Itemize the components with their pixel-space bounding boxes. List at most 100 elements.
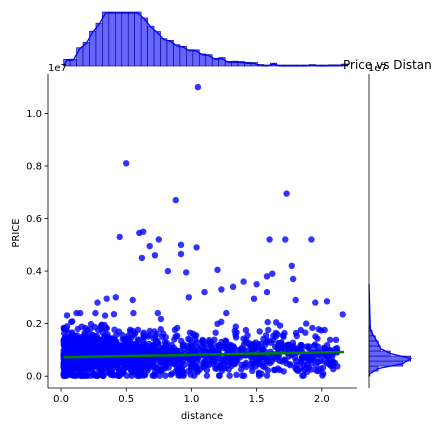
scatter-point bbox=[274, 331, 281, 338]
scatter-point bbox=[240, 341, 248, 348]
scatter-point bbox=[323, 352, 330, 359]
scatter-point bbox=[135, 336, 142, 343]
marginal-x-bar bbox=[173, 44, 181, 67]
scatter-point bbox=[128, 366, 135, 374]
marginal-x-bar bbox=[153, 31, 161, 67]
scatter-point bbox=[130, 345, 137, 352]
scatter-point bbox=[198, 348, 205, 355]
scatter-point bbox=[84, 335, 91, 343]
marginal-x-bar bbox=[166, 39, 174, 67]
scatter-point bbox=[264, 367, 272, 374]
scatter-point bbox=[314, 335, 321, 342]
marginal-y-bar bbox=[368, 345, 381, 352]
scatter-point bbox=[227, 341, 234, 349]
y-tick-label: 0.2 bbox=[26, 319, 42, 330]
scatter-point bbox=[83, 372, 90, 379]
y-tick-label: 0.0 bbox=[26, 372, 42, 383]
scatter-point bbox=[258, 370, 265, 377]
scatter-point bbox=[82, 357, 89, 365]
scatter-point bbox=[156, 372, 163, 379]
scatter-point bbox=[193, 339, 201, 346]
scatter-point bbox=[226, 372, 233, 379]
scatter-point bbox=[212, 329, 219, 336]
y-tick-label: 0.6 bbox=[26, 214, 42, 225]
scatter-point bbox=[123, 160, 130, 167]
marginal-x-bar bbox=[179, 45, 187, 67]
scatter-point bbox=[269, 337, 277, 344]
scatter-point bbox=[108, 335, 116, 342]
scatter-point bbox=[331, 359, 339, 366]
marginal-x-bar bbox=[108, 11, 116, 67]
scatter-point bbox=[274, 353, 281, 360]
scatter-point bbox=[297, 359, 305, 366]
scatter-point bbox=[201, 357, 208, 365]
scatter-point bbox=[99, 329, 107, 336]
scatter-point bbox=[223, 309, 230, 317]
y-tick-label: 0.8 bbox=[26, 161, 42, 172]
marginal-histogram-top bbox=[63, 11, 349, 67]
scatter-point bbox=[61, 358, 69, 365]
scatter-point bbox=[211, 336, 218, 343]
scatter-point bbox=[194, 83, 202, 91]
marginal-histogram-right bbox=[368, 74, 413, 388]
scatter-point bbox=[174, 324, 181, 332]
scatter-point bbox=[260, 335, 267, 343]
scatter-point bbox=[168, 370, 176, 377]
scatter-point bbox=[185, 294, 192, 301]
y-tick-label: 1.0 bbox=[26, 109, 42, 120]
scatter-point bbox=[250, 295, 258, 302]
scatter-point bbox=[200, 340, 207, 347]
scatter-point bbox=[157, 326, 164, 333]
scatter-point bbox=[240, 278, 247, 285]
scatter-point bbox=[288, 262, 295, 269]
scatter-point bbox=[157, 315, 165, 323]
marginal-y-kde bbox=[368, 284, 413, 377]
scatter-point bbox=[78, 323, 85, 330]
scatter-point bbox=[102, 348, 109, 356]
scatter-point bbox=[284, 341, 292, 349]
scatter-point bbox=[108, 362, 115, 369]
scatter-point bbox=[175, 365, 183, 372]
scatter-point bbox=[177, 250, 185, 258]
scatter-point bbox=[126, 338, 133, 345]
scatter-point bbox=[228, 362, 235, 369]
scatter-point bbox=[151, 252, 159, 259]
scatter-point bbox=[310, 342, 318, 349]
scatter-point bbox=[263, 358, 271, 365]
scatter-point bbox=[177, 241, 185, 248]
scatter-point bbox=[97, 360, 104, 367]
marginal-y-bar bbox=[368, 365, 379, 372]
scatter-point bbox=[145, 340, 153, 347]
scatter-point bbox=[177, 359, 184, 366]
marginal-x-bar bbox=[160, 38, 168, 67]
axes: 0.0 0.5 1.0 1.5 2.0 0.0 0.2 0.4 0.6 0.8 1.0 bbox=[26, 74, 357, 405]
scatter-points bbox=[60, 83, 346, 379]
scatter-point bbox=[116, 233, 123, 241]
scatter-point bbox=[114, 347, 121, 354]
scatter-point bbox=[287, 362, 294, 369]
scatter-point bbox=[210, 347, 217, 354]
scatter-point bbox=[60, 325, 68, 333]
scatter-point bbox=[188, 340, 195, 347]
scatter-point bbox=[122, 361, 129, 368]
scatter-point bbox=[63, 312, 71, 319]
scatter-point bbox=[308, 236, 315, 243]
scatter-point bbox=[305, 343, 313, 350]
x-tick-label: 0.0 bbox=[53, 394, 69, 405]
scatter-point bbox=[170, 359, 177, 366]
scatter-point bbox=[234, 346, 242, 354]
regression-line bbox=[63, 350, 344, 359]
scatter-point bbox=[216, 372, 223, 379]
scatter-point bbox=[150, 335, 157, 342]
scatter-point bbox=[103, 324, 111, 332]
y-tick-label: 0.4 bbox=[26, 267, 42, 278]
chart-title: Price vs Distan bbox=[343, 58, 432, 72]
scatter-point bbox=[312, 299, 319, 306]
scatter-point bbox=[130, 309, 137, 317]
scatter-point bbox=[256, 328, 263, 335]
scatter-point bbox=[61, 345, 68, 352]
scatter-point bbox=[65, 362, 73, 369]
scatter-point bbox=[162, 372, 169, 379]
scatter-point bbox=[319, 364, 327, 371]
